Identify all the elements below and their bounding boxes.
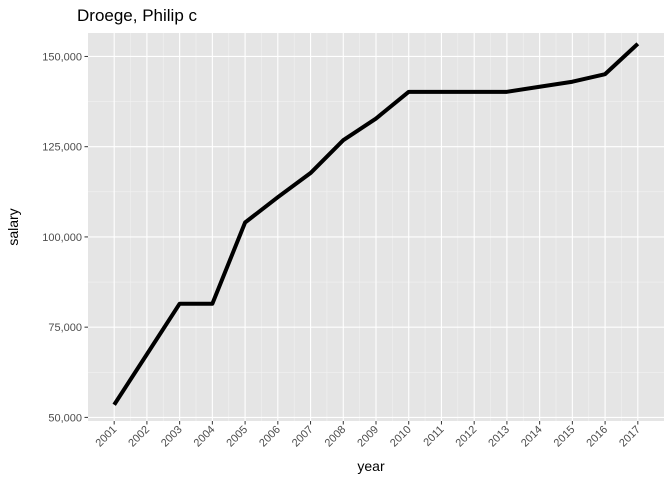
x-tick-label: 2014 — [519, 424, 545, 450]
x-tick-label: 2004 — [192, 424, 218, 450]
x-axis-label: year — [357, 458, 385, 474]
y-tick-label: 75,000 — [48, 322, 82, 334]
x-axis-tick-labels: 2001 2002 2003 2004 2005 2006 2007 2008 2009 2010… — [94, 424, 643, 450]
x-tick-label: 2013 — [486, 424, 512, 450]
y-tick-label: 50,000 — [48, 412, 82, 424]
x-tick-label: 2010 — [388, 424, 414, 450]
x-tick-label: 2003 — [159, 424, 185, 450]
x-tick-label: 2008 — [323, 424, 349, 450]
x-tick-label: 2016 — [584, 424, 610, 450]
x-tick-label: 2012 — [454, 424, 480, 450]
x-tick-label: 2006 — [257, 424, 283, 450]
major-gridlines — [88, 33, 664, 421]
x-tick-label: 2011 — [421, 424, 446, 449]
y-axis-label: salary — [5, 208, 21, 245]
y-tick-label: 100,000 — [42, 232, 82, 244]
x-tick-label: 2015 — [552, 424, 578, 450]
x-tick-label: 2001 — [94, 424, 120, 450]
y-tick-label: 150,000 — [42, 51, 82, 63]
y-tick-label: 125,000 — [42, 142, 82, 154]
axis-ticks — [84, 55, 639, 425]
x-tick-label: 2007 — [290, 424, 316, 450]
x-tick-label: 2005 — [224, 424, 250, 450]
y-axis-tick-labels: 50,000 75,000 100,000 125,000 150,000 — [42, 51, 82, 424]
x-tick-label: 2009 — [355, 424, 381, 450]
x-tick-label: 2002 — [126, 424, 152, 450]
minor-gridlines — [88, 33, 664, 421]
salary-series-line — [112, 42, 640, 406]
x-tick-label: 2017 — [617, 424, 643, 450]
series-group — [112, 42, 640, 406]
chart-title: Droege, Philip c — [77, 6, 198, 25]
